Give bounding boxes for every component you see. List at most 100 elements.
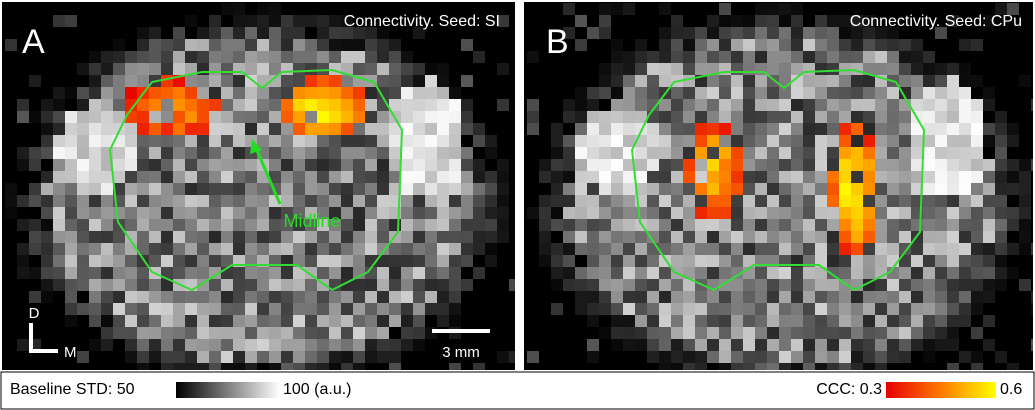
voxel bbox=[401, 219, 413, 231]
voxel bbox=[1007, 243, 1019, 255]
voxel bbox=[65, 255, 77, 267]
voxel bbox=[851, 87, 863, 99]
voxel bbox=[839, 63, 851, 75]
voxel bbox=[827, 219, 839, 231]
voxel bbox=[101, 327, 113, 339]
voxel bbox=[185, 51, 197, 63]
voxel bbox=[767, 219, 779, 231]
voxel bbox=[827, 135, 839, 147]
voxel bbox=[245, 279, 257, 291]
voxel bbox=[401, 207, 413, 219]
voxel bbox=[875, 39, 887, 51]
voxel bbox=[971, 303, 983, 315]
voxel bbox=[401, 147, 413, 159]
voxel bbox=[77, 147, 89, 159]
voxel bbox=[839, 231, 851, 243]
voxel bbox=[437, 147, 449, 159]
voxel bbox=[839, 351, 851, 363]
voxel bbox=[959, 219, 971, 231]
voxel bbox=[173, 159, 185, 171]
voxel bbox=[53, 255, 65, 267]
voxel bbox=[161, 63, 173, 75]
voxel bbox=[173, 123, 185, 135]
arrow-head bbox=[250, 139, 262, 154]
voxel bbox=[281, 111, 293, 123]
voxel bbox=[41, 219, 53, 231]
voxel bbox=[587, 123, 599, 135]
voxel bbox=[575, 231, 587, 243]
voxel bbox=[65, 267, 77, 279]
voxel bbox=[839, 339, 851, 351]
voxel bbox=[599, 303, 611, 315]
voxel bbox=[683, 339, 695, 351]
voxel bbox=[149, 303, 161, 315]
voxel bbox=[173, 63, 185, 75]
voxel bbox=[635, 63, 647, 75]
voxel bbox=[425, 231, 437, 243]
voxel bbox=[551, 243, 563, 255]
voxel bbox=[815, 183, 827, 195]
voxel bbox=[161, 219, 173, 231]
voxel bbox=[77, 267, 89, 279]
voxel bbox=[959, 123, 971, 135]
voxel bbox=[257, 315, 269, 327]
voxel bbox=[341, 339, 353, 351]
voxel bbox=[839, 267, 851, 279]
voxel bbox=[935, 27, 947, 39]
voxel bbox=[233, 315, 245, 327]
voxel bbox=[659, 123, 671, 135]
voxel bbox=[341, 15, 353, 27]
voxel bbox=[1031, 291, 1033, 303]
voxel bbox=[839, 183, 851, 195]
voxel bbox=[413, 327, 425, 339]
voxel bbox=[707, 51, 719, 63]
voxel bbox=[587, 207, 599, 219]
voxel bbox=[875, 63, 887, 75]
voxel bbox=[89, 231, 101, 243]
voxel bbox=[101, 267, 113, 279]
voxel bbox=[245, 351, 257, 363]
voxel bbox=[485, 231, 497, 243]
voxel bbox=[899, 87, 911, 99]
voxel bbox=[671, 171, 683, 183]
voxel bbox=[185, 207, 197, 219]
voxel bbox=[947, 183, 959, 195]
voxel bbox=[185, 135, 197, 147]
voxel bbox=[137, 219, 149, 231]
voxel bbox=[281, 195, 293, 207]
voxel bbox=[293, 135, 305, 147]
voxel bbox=[65, 219, 77, 231]
voxel bbox=[935, 99, 947, 111]
voxel bbox=[551, 123, 563, 135]
voxel bbox=[683, 39, 695, 51]
voxel bbox=[911, 63, 923, 75]
voxel bbox=[875, 231, 887, 243]
voxel bbox=[995, 195, 1007, 207]
voxel bbox=[113, 207, 125, 219]
voxel bbox=[863, 171, 875, 183]
voxel bbox=[815, 195, 827, 207]
voxel bbox=[839, 75, 851, 87]
voxel bbox=[899, 255, 911, 267]
voxel bbox=[317, 123, 329, 135]
voxel bbox=[911, 39, 923, 51]
voxel bbox=[461, 147, 473, 159]
voxel bbox=[875, 207, 887, 219]
ccc-max: 0.6 bbox=[1000, 381, 1022, 398]
voxel bbox=[65, 291, 77, 303]
voxel bbox=[137, 27, 149, 39]
voxel bbox=[731, 159, 743, 171]
voxel bbox=[659, 231, 671, 243]
voxel bbox=[341, 195, 353, 207]
voxel bbox=[611, 243, 623, 255]
voxel bbox=[413, 231, 425, 243]
voxel bbox=[305, 195, 317, 207]
voxel bbox=[827, 111, 839, 123]
voxel bbox=[101, 171, 113, 183]
voxel bbox=[365, 219, 377, 231]
voxel bbox=[353, 123, 365, 135]
voxel bbox=[401, 231, 413, 243]
voxel bbox=[563, 243, 575, 255]
voxel bbox=[101, 63, 113, 75]
voxel bbox=[29, 267, 41, 279]
